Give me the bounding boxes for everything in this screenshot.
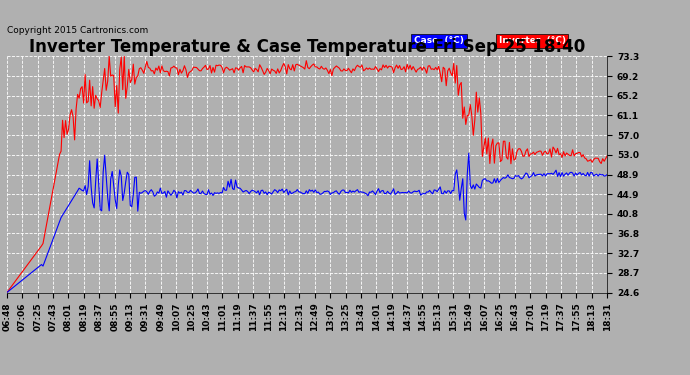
Text: Copyright 2015 Cartronics.com: Copyright 2015 Cartronics.com: [7, 26, 148, 34]
Text: Inverter  (°C): Inverter (°C): [499, 36, 566, 45]
Text: Case  (°C): Case (°C): [414, 36, 464, 45]
Title: Inverter Temperature & Case Temperature Fri Sep 25 18:40: Inverter Temperature & Case Temperature …: [29, 38, 585, 56]
